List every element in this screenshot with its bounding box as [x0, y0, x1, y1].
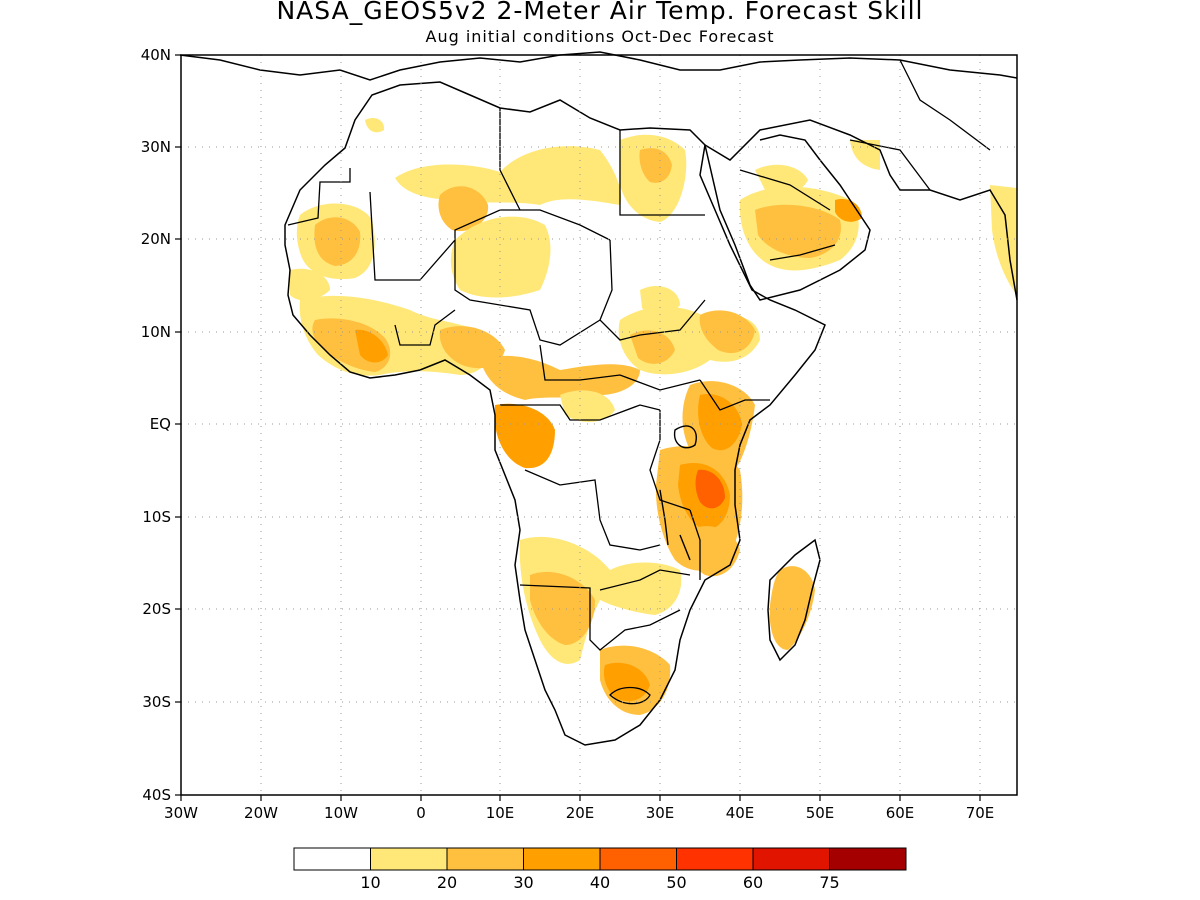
- lon-label: 0: [416, 804, 426, 822]
- lat-label: 40S: [142, 786, 171, 804]
- legend-label: 30: [513, 873, 533, 892]
- lat-label: 10N: [141, 323, 171, 341]
- lon-label: 40E: [726, 804, 755, 822]
- lat-label: 20N: [141, 230, 171, 248]
- lon-label: 70E: [966, 804, 995, 822]
- lat-label: EQ: [150, 415, 171, 433]
- lat-label: 20S: [142, 600, 171, 618]
- legend-swatch: [293, 847, 371, 871]
- lon-label: 60E: [886, 804, 915, 822]
- legend-swatch: [599, 847, 677, 871]
- lakes: [659, 425, 697, 561]
- lat-label: 10S: [142, 508, 171, 526]
- color-legend: 10 20 30 40 50 60 75: [293, 847, 907, 892]
- lon-label: 10E: [486, 804, 515, 822]
- lon-label: 30W: [164, 804, 198, 822]
- legend-label: 60: [743, 873, 763, 892]
- legend-swatch: [370, 847, 448, 871]
- lat-label: 40N: [141, 46, 171, 64]
- legend-swatch: [676, 847, 754, 871]
- legend-label: 10: [360, 873, 380, 892]
- gridlines: [181, 55, 1017, 795]
- skill-shading: [290, 118, 1017, 715]
- lon-label: 30E: [646, 804, 675, 822]
- tick-marks: [175, 54, 981, 801]
- legend-label: 75: [819, 873, 839, 892]
- lat-label: 30N: [141, 138, 171, 156]
- latitude-labels: 40N 30N 20N 10N EQ 10S 20S 30S 40S: [141, 46, 171, 804]
- legend-swatch: [446, 847, 524, 871]
- legend-label: 40: [590, 873, 610, 892]
- lon-label: 10W: [324, 804, 358, 822]
- legend-swatch: [829, 847, 907, 871]
- map-frame: [180, 54, 1018, 796]
- lon-label: 20W: [244, 804, 278, 822]
- longitude-labels: 30W 20W 10W 0 10E 20E 30E 40E 50E 60E 70…: [164, 804, 994, 822]
- map-subtitle: Aug initial conditions Oct-Dec Forecast: [425, 27, 775, 46]
- legend-swatch: [752, 847, 830, 871]
- map-panel: [179, 51, 1018, 796]
- coastlines: [179, 51, 1018, 746]
- lon-label: 50E: [806, 804, 835, 822]
- legend-label: 50: [666, 873, 686, 892]
- legend-swatch: [523, 847, 601, 871]
- lat-label: 30S: [142, 693, 171, 711]
- country-borders: [287, 59, 991, 705]
- map-title: NASA_GEOS5v2 2-Meter Air Temp. Forecast …: [276, 0, 924, 25]
- legend-label: 20: [437, 873, 457, 892]
- lon-label: 20E: [566, 804, 595, 822]
